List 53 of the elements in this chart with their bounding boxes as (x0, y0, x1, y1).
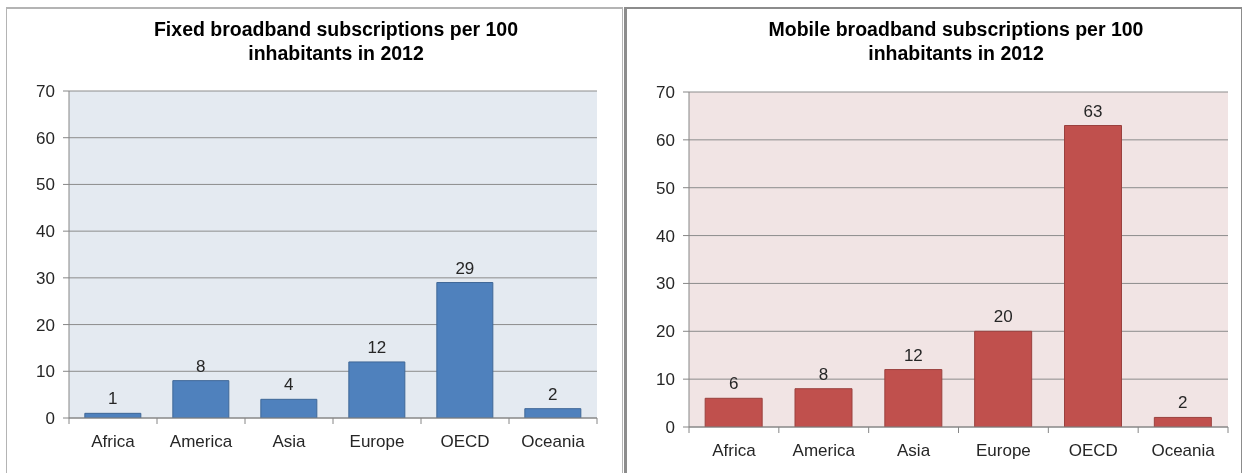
y-tick-label: 60 (656, 130, 675, 150)
y-tick-label: 20 (36, 315, 55, 335)
data-label: 12 (367, 337, 387, 357)
y-tick-label: 70 (656, 83, 675, 103)
x-tick-label: Oceania (521, 432, 586, 451)
bar (704, 397, 763, 427)
bar (794, 388, 853, 427)
y-tick-label: 10 (656, 370, 675, 390)
data-label: 29 (455, 258, 475, 278)
y-tick-label: 0 (665, 418, 675, 438)
data-label: 6 (728, 374, 739, 394)
y-tick-label: 50 (656, 178, 675, 198)
data-label: 63 (1083, 101, 1103, 121)
bar (884, 369, 943, 427)
bar (1064, 125, 1122, 427)
x-tick-label: Asia (272, 432, 307, 451)
y-tick-label: 0 (45, 409, 55, 429)
y-tick-label: 70 (36, 82, 55, 102)
x-tick-label: Oceania (1151, 441, 1216, 460)
y-tick-label: 20 (656, 322, 675, 342)
data-label: 2 (548, 384, 558, 404)
chart-title: Mobile broadband subscriptions per 100 inhabitants in 2012 (767, 17, 1145, 65)
y-tick-label: 50 (36, 175, 55, 195)
x-tick-label: Africa (712, 441, 757, 460)
y-tick-label: 10 (36, 362, 55, 382)
data-label: 12 (903, 345, 923, 365)
data-label: 2 (1178, 393, 1188, 413)
data-label: 1 (108, 389, 118, 409)
data-label: 4 (284, 375, 294, 395)
data-label: 8 (196, 356, 206, 376)
data-label: 8 (818, 364, 829, 384)
bar (1153, 416, 1212, 427)
y-tick-label: 40 (656, 226, 675, 246)
y-tick-label: 30 (656, 274, 675, 294)
x-tick-label: Asia (897, 441, 931, 460)
x-tick-label: America (169, 432, 233, 451)
y-tick-label: 40 (36, 222, 55, 242)
bar (436, 282, 494, 418)
chart-title: Fixed broadband subscriptions per 100 inhabitants in 2012 (152, 17, 520, 65)
data-label: 20 (993, 307, 1013, 327)
bar (260, 398, 318, 418)
bar (348, 361, 406, 418)
x-tick-label: America (792, 441, 856, 460)
bar (524, 408, 582, 418)
x-tick-label: Europe (349, 432, 405, 451)
bar (974, 330, 1033, 427)
bar (172, 380, 230, 418)
y-tick-label: 30 (36, 268, 55, 288)
y-tick-label: 60 (36, 128, 55, 148)
x-tick-label: Europe (976, 441, 1031, 460)
x-tick-label: OECD (1068, 441, 1118, 460)
x-tick-label: OECD (440, 432, 490, 451)
x-tick-label: Africa (91, 432, 136, 451)
